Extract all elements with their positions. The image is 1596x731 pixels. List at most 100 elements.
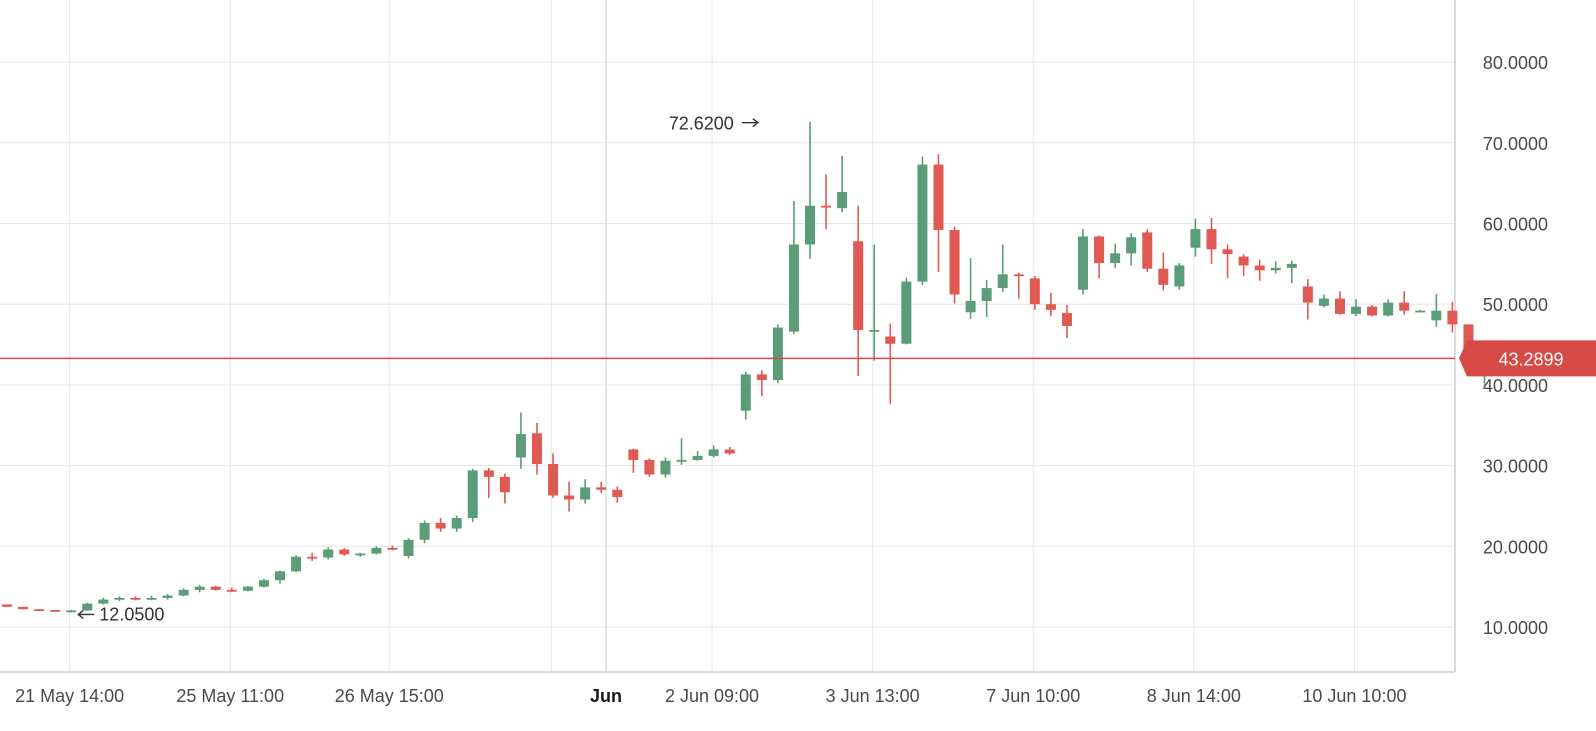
candle xyxy=(1270,261,1281,274)
candle-body xyxy=(66,610,77,613)
candle-body xyxy=(1222,249,1233,255)
candle-body xyxy=(1078,236,1089,290)
y-tick-label: 70.0000 xyxy=(1483,134,1548,154)
y-tick-label: 50.0000 xyxy=(1483,295,1548,315)
candle xyxy=(1431,293,1442,327)
candle xyxy=(548,453,559,498)
x-tick-label: 21 May 14:00 xyxy=(15,686,124,706)
candle xyxy=(596,481,607,494)
candle xyxy=(242,585,253,592)
candle xyxy=(1302,279,1313,320)
candle xyxy=(1367,305,1378,317)
candle xyxy=(146,595,157,601)
candle xyxy=(628,448,639,473)
candle-body xyxy=(1061,313,1072,326)
candle-body xyxy=(805,205,815,245)
candle-body xyxy=(1318,298,1329,306)
candle xyxy=(1029,275,1040,310)
y-tick-label: 40.0000 xyxy=(1483,376,1548,396)
candle-body xyxy=(499,476,510,493)
candle xyxy=(1222,244,1233,279)
candle-body xyxy=(997,274,1008,289)
candle-body xyxy=(275,571,286,581)
candle-body xyxy=(965,300,976,313)
y-tick-label: 60.0000 xyxy=(1483,215,1548,235)
candle xyxy=(821,174,832,230)
high-marker-arrowhead xyxy=(752,118,759,128)
candle-body xyxy=(178,589,189,596)
candle-body xyxy=(628,449,639,460)
candle xyxy=(564,481,575,512)
y-tick-label: 20.0000 xyxy=(1483,537,1548,557)
candle xyxy=(451,515,462,532)
candle-body xyxy=(18,606,29,610)
candle xyxy=(997,244,1008,293)
candle-body xyxy=(307,556,318,559)
low-marker-label: 12.0500 xyxy=(99,604,164,624)
candle xyxy=(1318,294,1329,308)
candle-body xyxy=(1190,229,1201,248)
candle xyxy=(965,258,976,319)
candle-body xyxy=(901,281,912,344)
candle-body xyxy=(483,470,494,477)
candle-body xyxy=(981,288,992,301)
candle xyxy=(1334,291,1345,315)
candle xyxy=(323,547,334,560)
candle xyxy=(612,486,623,503)
current-price-label: 43.2899 xyxy=(1498,349,1563,369)
candle-body xyxy=(162,595,173,598)
candle xyxy=(339,547,350,556)
candle xyxy=(275,570,286,584)
candle xyxy=(756,370,767,397)
candle-body xyxy=(291,556,302,572)
candle-body xyxy=(885,336,896,344)
candle xyxy=(981,279,992,318)
candle xyxy=(853,205,864,377)
candle-body xyxy=(2,604,12,607)
candle xyxy=(949,226,960,304)
candle-body xyxy=(82,603,93,611)
candle xyxy=(403,538,414,559)
candle-body xyxy=(596,487,607,490)
x-tick-label: Jun xyxy=(590,686,622,706)
candle xyxy=(1174,263,1185,290)
candle-body xyxy=(756,374,767,381)
candle-body xyxy=(130,597,141,600)
candle-body xyxy=(1334,298,1345,314)
candle xyxy=(1094,235,1105,279)
x-tick-label: 3 Jun 13:00 xyxy=(826,686,920,706)
candle xyxy=(1351,299,1362,317)
high-marker-label: 72.6200 xyxy=(669,114,734,134)
x-tick-label: 7 Jun 10:00 xyxy=(986,686,1080,706)
candle-body xyxy=(1238,256,1249,266)
candle xyxy=(515,412,526,469)
candle-body xyxy=(114,597,125,600)
x-tick-label: 8 Jun 14:00 xyxy=(1147,686,1241,706)
candle xyxy=(435,518,446,532)
candle xyxy=(1206,217,1217,264)
y-tick-label: 80.0000 xyxy=(1483,53,1548,73)
low-marker-arrowhead xyxy=(77,609,84,620)
candle xyxy=(1110,243,1121,268)
grid-layer xyxy=(0,0,1455,672)
candle-body xyxy=(531,433,542,464)
candle-body xyxy=(323,549,334,558)
candle xyxy=(178,588,189,597)
candle-body xyxy=(467,470,478,519)
candle xyxy=(1238,254,1249,276)
candle-body xyxy=(949,229,960,295)
overlay-layer: 43.2899 72.6200 12.0500 xyxy=(0,114,1596,624)
candle xyxy=(371,546,382,555)
candle-body xyxy=(612,489,623,498)
candle xyxy=(644,458,655,477)
candle-body xyxy=(1399,302,1410,311)
candle-body xyxy=(1029,278,1040,305)
y-tick-label: 10.0000 xyxy=(1483,618,1548,638)
candle xyxy=(114,596,125,602)
candle xyxy=(885,323,896,405)
candle xyxy=(210,585,221,591)
candle xyxy=(660,457,671,478)
candle xyxy=(1399,291,1410,315)
candle xyxy=(194,585,205,593)
candle-body xyxy=(853,241,864,331)
